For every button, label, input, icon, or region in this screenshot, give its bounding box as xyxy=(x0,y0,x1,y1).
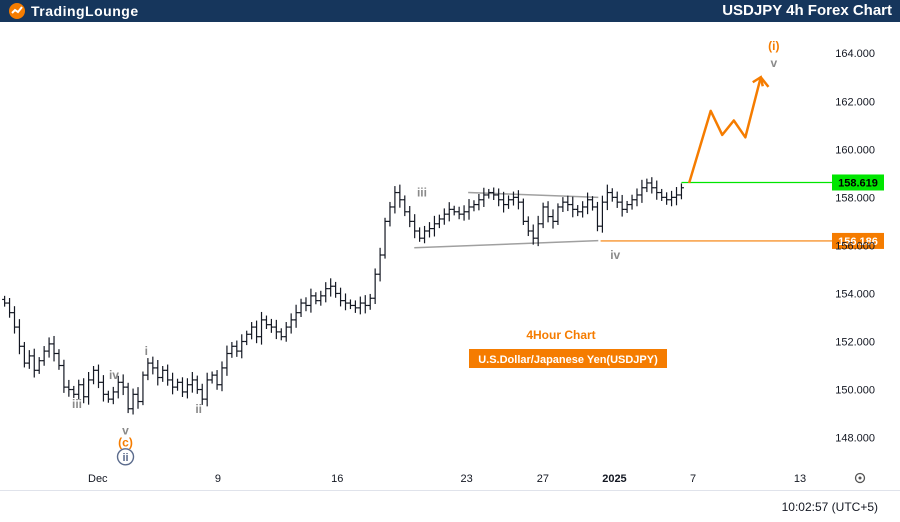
x-tick-label: 7 xyxy=(690,473,696,485)
y-tick-label: 162.000 xyxy=(835,96,875,108)
y-tick-label: 158.000 xyxy=(835,192,875,204)
wave-circle xyxy=(116,448,135,466)
panel-subtitle-box xyxy=(469,349,667,368)
projection-line xyxy=(687,76,770,184)
triangle-pattern xyxy=(414,191,599,249)
x-tick-label: 9 xyxy=(215,473,221,485)
x-tick-label: Dec xyxy=(88,473,108,485)
header-bar: TradingLounge USDJPY 4h Forex Chart xyxy=(0,0,900,22)
y-tick-label: 154.000 xyxy=(835,288,875,300)
level-label: 158.619 xyxy=(838,177,878,189)
chart-title: USDJPY 4h Forex Chart xyxy=(722,2,892,19)
x-tick-label: 13 xyxy=(794,473,806,485)
time-axis[interactable]: Dec 9 16 23 27 2025 7 13 xyxy=(88,473,806,485)
x-tick-label: 23 xyxy=(460,473,472,485)
projection-arrowhead xyxy=(752,75,764,87)
wave-label: i xyxy=(145,344,148,358)
triangle-line xyxy=(414,239,599,249)
panel-text: 4Hour Chart U.S.Dollar/Japanese Yen(USDJ… xyxy=(469,328,667,368)
projection-path xyxy=(687,75,770,184)
wave-label: (c) xyxy=(118,435,133,449)
wave-label: (i) xyxy=(768,39,779,53)
logo-icon xyxy=(9,3,25,19)
ohlc-bars xyxy=(2,177,684,415)
price-levels: 158.619 156.186 xyxy=(600,174,884,249)
wave-label: v xyxy=(771,56,778,70)
price-axis[interactable]: 164.000 162.000 160.000 158.000 156.000 154.0… xyxy=(835,48,875,444)
y-tick-label: 152.000 xyxy=(835,336,875,348)
wave-label: ii xyxy=(195,402,202,416)
settings-icon[interactable] xyxy=(854,472,866,484)
level-label: 156.186 xyxy=(838,236,878,248)
wave-label: iv xyxy=(610,248,620,262)
clock: 10:02:57 (UTC+5) xyxy=(781,500,878,514)
level-tag xyxy=(832,232,884,249)
y-tick-label: 150.000 xyxy=(835,385,875,397)
y-tick-label: 156.000 xyxy=(835,240,875,252)
logo: TradingLounge xyxy=(8,2,139,20)
panel-title: 4Hour Chart xyxy=(526,328,595,342)
panel-subtitle: U.S.Dollar/Japanese Yen(USDJPY) xyxy=(478,354,658,366)
x-tick-label: 2025 xyxy=(602,473,626,485)
wave-label: iv xyxy=(109,368,119,382)
y-tick-label: 148.000 xyxy=(835,433,875,445)
logo-text: TradingLounge xyxy=(31,3,139,19)
level-tag xyxy=(832,174,884,191)
wave-label: iii xyxy=(72,397,82,411)
x-tick-label: 16 xyxy=(331,473,343,485)
wave-label: iii xyxy=(417,186,427,200)
y-tick-label: 164.000 xyxy=(835,48,875,60)
wave-label: v xyxy=(122,423,129,437)
x-tick-label: 27 xyxy=(537,473,549,485)
wave-label: ii xyxy=(122,452,128,464)
triangle-line xyxy=(468,191,599,199)
y-tick-label: 160.000 xyxy=(835,144,875,156)
footer-divider xyxy=(0,490,900,491)
